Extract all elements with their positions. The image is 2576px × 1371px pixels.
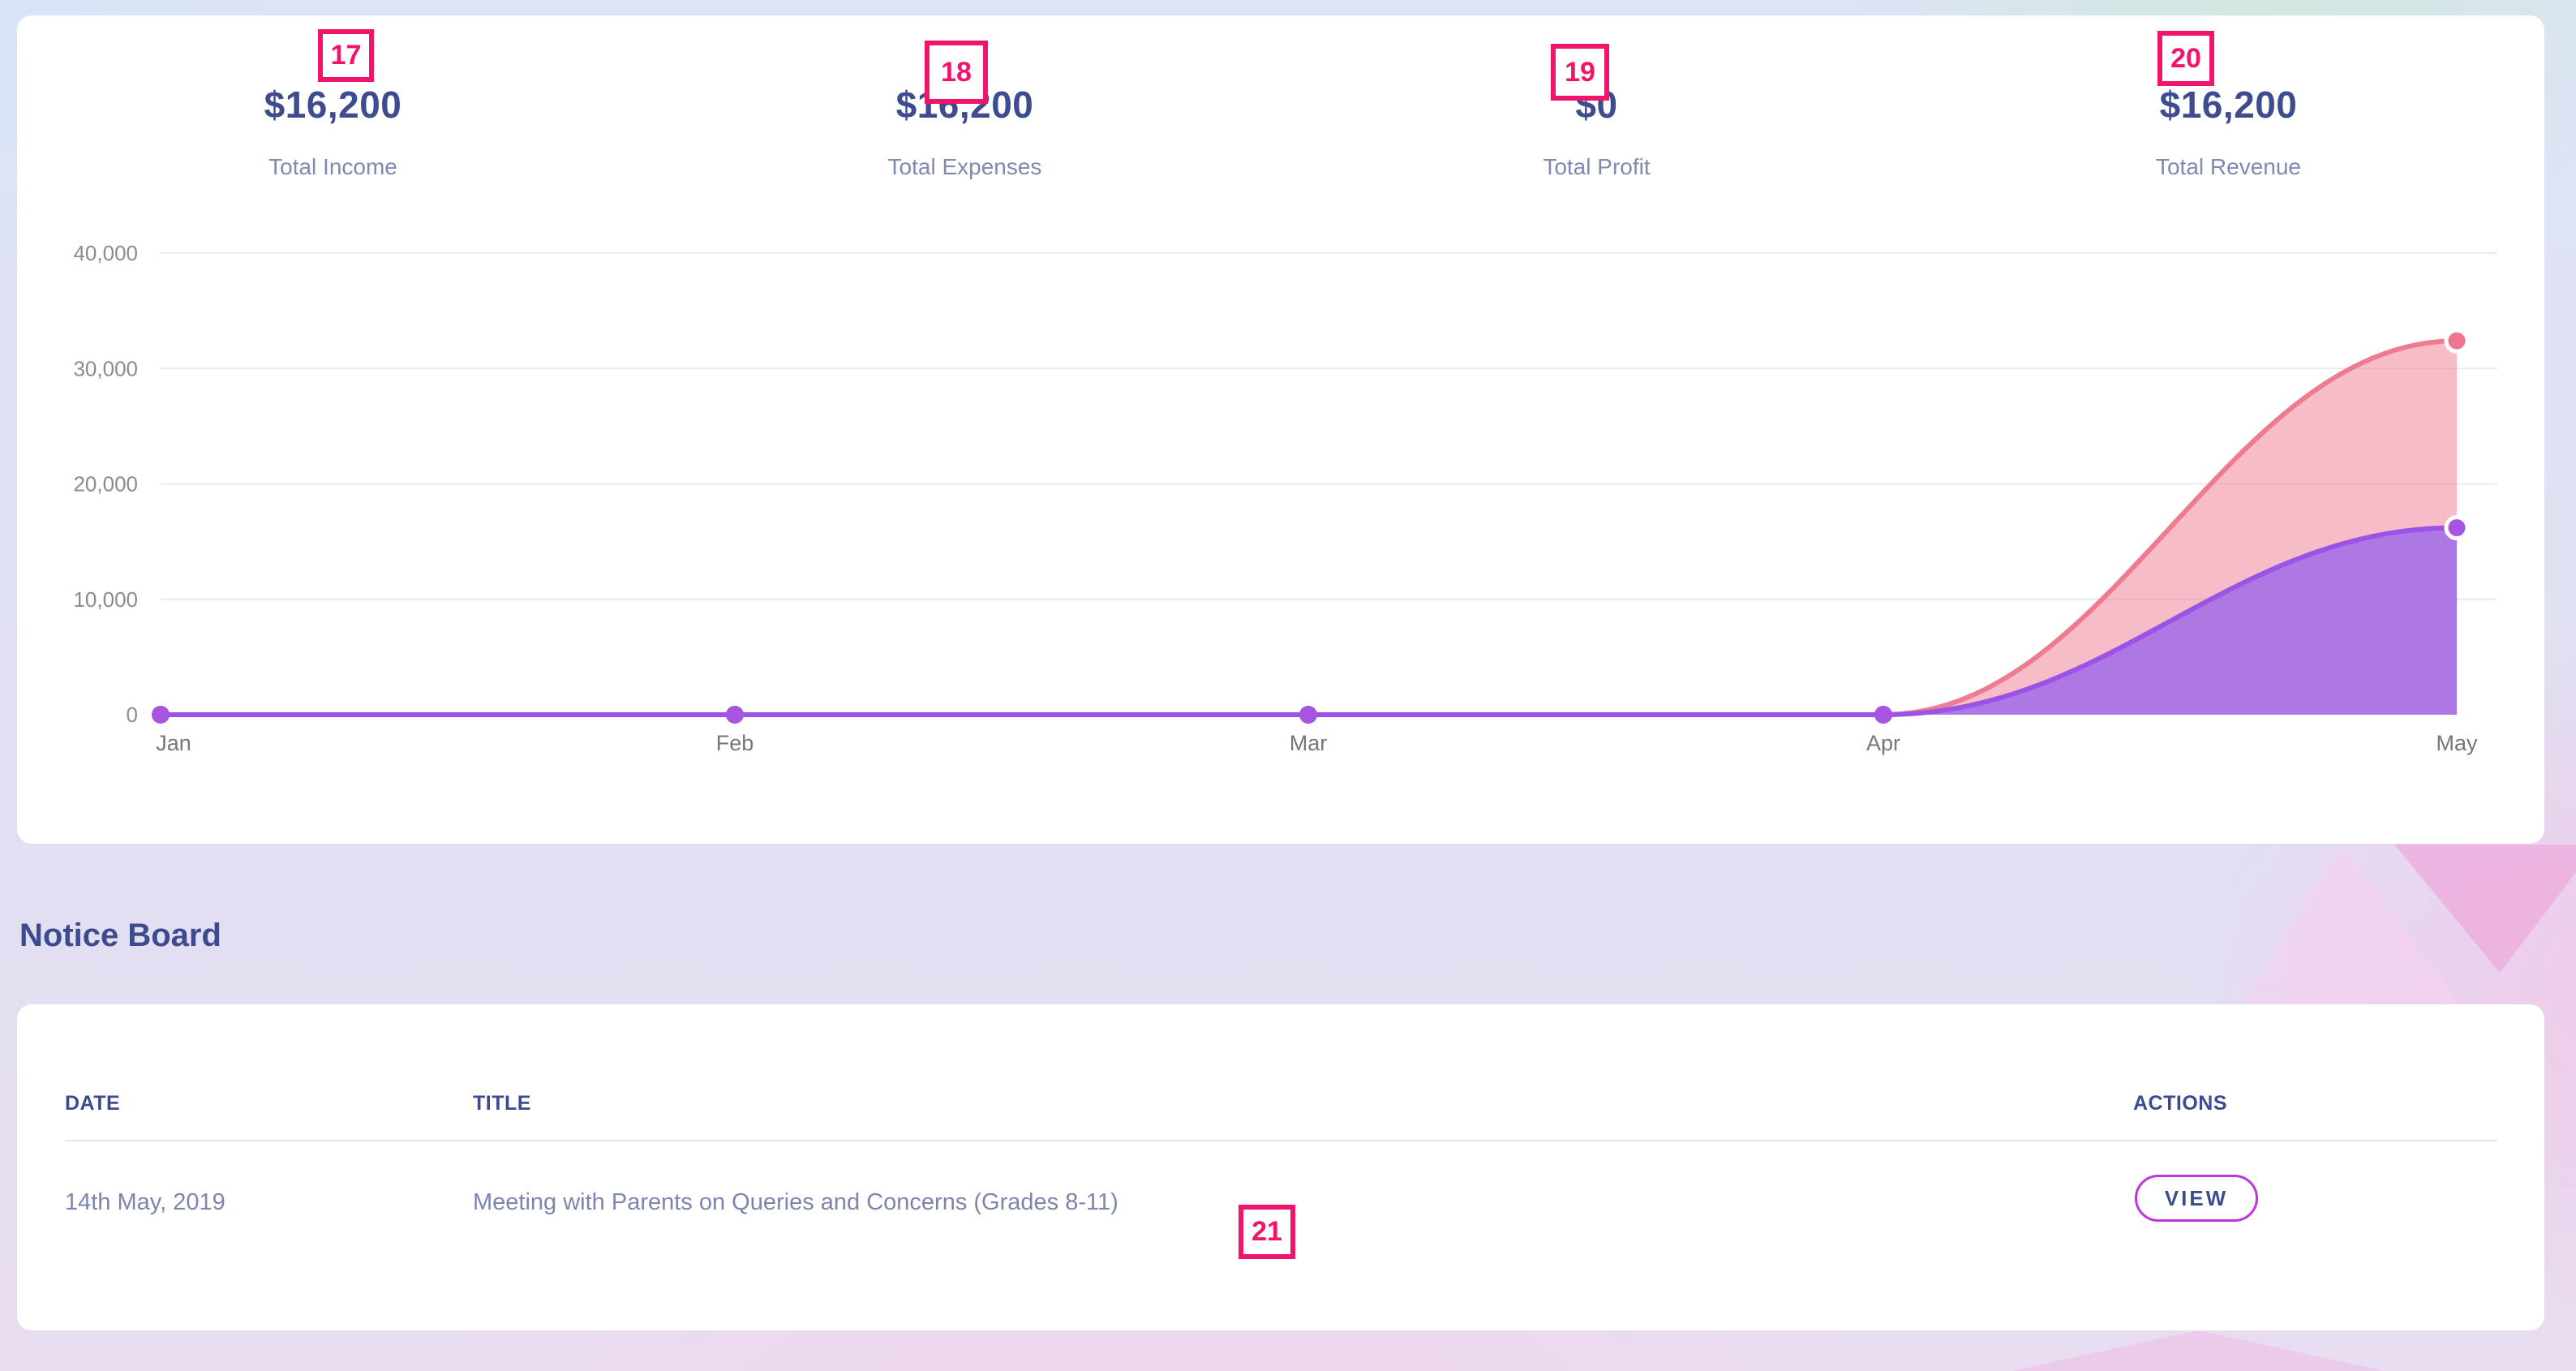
annotation-badge-21: 21 [1239,1205,1295,1259]
view-notice-button[interactable]: VIEW [2135,1175,2258,1222]
section-title-notice-board: Notice Board [19,918,221,953]
data-point-marker[interactable] [152,706,170,724]
notice-title: Meeting with Parents on Queries and Conc… [473,1189,1118,1215]
series-area [161,527,2457,715]
stat-label: Total Profit [1543,154,1651,179]
column-header-date: DATE [65,1092,121,1115]
y-tick-label: 0 [127,703,138,727]
stats-row: $16,200 Total Income $16,200 Total Expen… [17,15,2544,179]
x-tick-label: Jan [156,731,191,755]
finance-overview-card: $16,200 Total Income $16,200 Total Expen… [17,15,2544,844]
stat-value: $16,200 [264,84,402,126]
background-triangle [2011,1330,2385,1371]
column-header-title: TITLE [473,1092,531,1115]
table-row: 14th May, 2019 Meeting with Parents on Q… [17,1140,2544,1330]
x-tick-label: Apr [1866,731,1900,755]
data-point-marker[interactable] [726,706,744,724]
data-point-marker[interactable] [2444,515,2470,541]
column-header-actions: ACTIONS [2133,1092,2227,1115]
annotation-badge-20: 20 [2157,31,2214,86]
annotation-badge-17: 17 [318,29,374,82]
y-tick-label: 40,000 [73,241,138,265]
x-tick-label: May [2436,731,2478,755]
data-point-marker[interactable] [1299,706,1317,724]
y-tick-label: 30,000 [73,356,138,380]
stat-label: Total Expenses [887,154,1042,179]
x-tick-label: Feb [716,731,754,755]
x-tick-label: Mar [1290,731,1328,755]
stat-total-revenue: $16,200 Total Revenue [1913,84,2544,179]
notice-date: 14th May, 2019 [65,1189,225,1215]
stat-label: Total Income [268,154,397,179]
table-header-divider [65,1140,2497,1141]
y-tick-label: 20,000 [73,472,138,496]
stat-total-income: $16,200 Total Income [17,84,649,179]
stat-value: $16,200 [2159,84,2298,126]
annotation-badge-18: 18 [925,41,988,104]
data-point-marker[interactable] [2444,328,2470,354]
data-point-marker[interactable] [1874,706,1892,724]
y-tick-label: 10,000 [73,587,138,612]
notice-board-card: DATE TITLE ACTIONS 14th May, 2019 Meetin… [17,1004,2544,1330]
finance-area-chart[interactable]: 0 10,000 20,000 30,000 40,000 Jan Feb Mar Apr May [17,15,2544,844]
annotation-badge-19: 19 [1551,44,1609,101]
stat-label: Total Revenue [2155,154,2301,179]
